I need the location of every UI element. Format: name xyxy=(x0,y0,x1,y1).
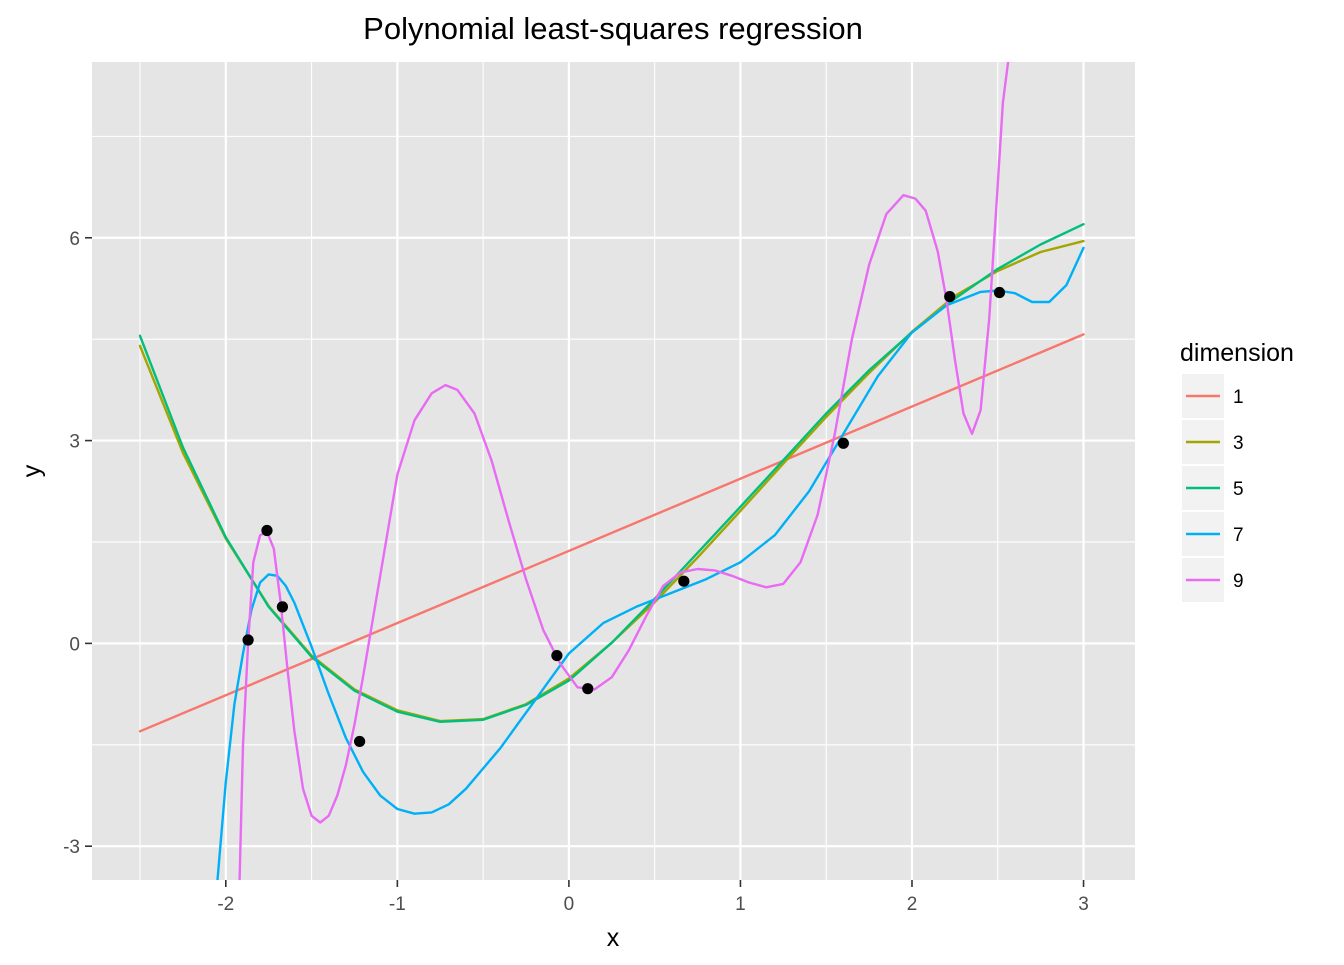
data-point xyxy=(582,683,594,695)
x-tick-label: -1 xyxy=(389,894,406,915)
legend-title: dimension xyxy=(1180,339,1294,367)
data-point xyxy=(837,437,849,449)
legend-entry-1: 1 xyxy=(1182,374,1244,418)
y-axis-title: y xyxy=(18,464,46,477)
plot-panel xyxy=(92,62,1135,880)
data-point xyxy=(261,524,273,537)
legend: dimension 1 3 5 7 9 xyxy=(1180,339,1294,602)
x-tick-label: 2 xyxy=(907,894,918,915)
x-tick-label: 0 xyxy=(564,894,575,915)
legend-entry-5: 5 xyxy=(1182,466,1244,510)
data-point xyxy=(678,575,690,587)
major-gridlines xyxy=(92,62,1135,880)
data-point xyxy=(944,290,956,303)
x-tick-label: -2 xyxy=(217,894,234,915)
x-tick-label: 1 xyxy=(735,894,746,915)
x-tick-label: 3 xyxy=(1078,894,1089,915)
y-tick-label: -3 xyxy=(63,837,80,858)
series-line-1 xyxy=(138,333,1085,733)
legend-label: 9 xyxy=(1233,571,1244,592)
series-line-7 xyxy=(216,246,1085,880)
legend-entry-3: 3 xyxy=(1182,420,1244,464)
data-point xyxy=(276,601,289,613)
y-tick-label: 0 xyxy=(69,634,80,655)
y-tick-label: 6 xyxy=(69,229,80,250)
x-axis: -2 -1 0 1 2 3 xyxy=(217,880,1089,915)
y-axis: -3 0 3 6 xyxy=(63,229,92,858)
legend-label: 3 xyxy=(1233,433,1244,454)
data-point xyxy=(242,634,254,646)
legend-label: 1 xyxy=(1233,387,1244,408)
data-point xyxy=(993,286,1006,299)
x-axis-title: x xyxy=(607,924,620,952)
legend-entry-7: 7 xyxy=(1182,512,1244,556)
legend-label: 7 xyxy=(1233,525,1244,546)
legend-entry-9: 9 xyxy=(1182,558,1244,602)
data-point xyxy=(551,649,563,662)
y-tick-label: 3 xyxy=(69,432,80,453)
data-point xyxy=(354,735,366,748)
legend-label: 5 xyxy=(1233,479,1244,500)
data-points xyxy=(242,286,1006,748)
chart-title: Polynomial least-squares regression xyxy=(363,11,863,46)
